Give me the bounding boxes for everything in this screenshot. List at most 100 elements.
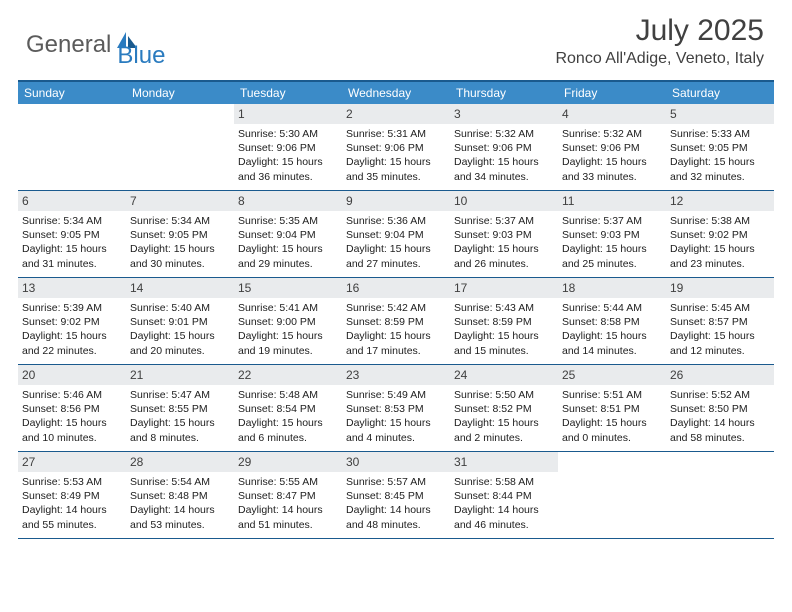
day-number: 1 [234,104,342,124]
daylight-line-2: and 27 minutes. [346,257,446,271]
day-number: 8 [234,191,342,211]
day-number: 17 [450,278,558,298]
sunrise-line: Sunrise: 5:52 AM [670,388,770,402]
sunset-line: Sunset: 8:48 PM [130,489,230,503]
sunset-line: Sunset: 9:06 PM [454,141,554,155]
weeks: ..1Sunrise: 5:30 AMSunset: 9:06 PMDaylig… [18,104,774,539]
day-cell: 26Sunrise: 5:52 AMSunset: 8:50 PMDayligh… [666,365,774,451]
daylight-line-1: Daylight: 15 hours [454,155,554,169]
sunrise-line: Sunrise: 5:51 AM [562,388,662,402]
daylight-line-2: and 25 minutes. [562,257,662,271]
day-number: 24 [450,365,558,385]
sunrise-line: Sunrise: 5:39 AM [22,301,122,315]
day-cell: 22Sunrise: 5:48 AMSunset: 8:54 PMDayligh… [234,365,342,451]
daylight-line-2: and 2 minutes. [454,431,554,445]
sunrise-line: Sunrise: 5:34 AM [22,214,122,228]
day-number: 2 [342,104,450,124]
sunset-line: Sunset: 8:53 PM [346,402,446,416]
daylight-line-1: Daylight: 15 hours [562,416,662,430]
sunset-line: Sunset: 9:03 PM [454,228,554,242]
day-cell: 6Sunrise: 5:34 AMSunset: 9:05 PMDaylight… [18,191,126,277]
daylight-line-1: Daylight: 15 hours [454,242,554,256]
daylight-line-1: Daylight: 15 hours [22,416,122,430]
daylight-line-1: Daylight: 14 hours [670,416,770,430]
sunrise-line: Sunrise: 5:46 AM [22,388,122,402]
day-number: 19 [666,278,774,298]
day-cell: 16Sunrise: 5:42 AMSunset: 8:59 PMDayligh… [342,278,450,364]
sunrise-line: Sunrise: 5:47 AM [130,388,230,402]
sunset-line: Sunset: 8:52 PM [454,402,554,416]
daylight-line-2: and 31 minutes. [22,257,122,271]
day-cell: . [126,104,234,190]
brand-logo: General Blue [26,20,165,70]
brand-general: General [26,31,111,59]
sunrise-line: Sunrise: 5:31 AM [346,127,446,141]
day-number: 20 [18,365,126,385]
daylight-line-2: and 23 minutes. [670,257,770,271]
daylight-line-2: and 51 minutes. [238,518,338,532]
day-number: 25 [558,365,666,385]
day-cell: 14Sunrise: 5:40 AMSunset: 9:01 PMDayligh… [126,278,234,364]
sunset-line: Sunset: 9:04 PM [346,228,446,242]
day-number: 4 [558,104,666,124]
daylight-line-1: Daylight: 15 hours [238,242,338,256]
sunrise-line: Sunrise: 5:48 AM [238,388,338,402]
sunset-line: Sunset: 8:47 PM [238,489,338,503]
sunset-line: Sunset: 8:59 PM [346,315,446,329]
sunset-line: Sunset: 8:55 PM [130,402,230,416]
daylight-line-2: and 26 minutes. [454,257,554,271]
daylight-line-1: Daylight: 14 hours [238,503,338,517]
daylight-line-1: Daylight: 15 hours [346,329,446,343]
sunrise-line: Sunrise: 5:45 AM [670,301,770,315]
day-cell: 17Sunrise: 5:43 AMSunset: 8:59 PMDayligh… [450,278,558,364]
day-cell: 15Sunrise: 5:41 AMSunset: 9:00 PMDayligh… [234,278,342,364]
sunrise-line: Sunrise: 5:43 AM [454,301,554,315]
day-cell: 30Sunrise: 5:57 AMSunset: 8:45 PMDayligh… [342,452,450,538]
day-cell: 21Sunrise: 5:47 AMSunset: 8:55 PMDayligh… [126,365,234,451]
sunrise-line: Sunrise: 5:33 AM [670,127,770,141]
day-cell: . [666,452,774,538]
daylight-line-1: Daylight: 15 hours [670,155,770,169]
sunset-line: Sunset: 8:45 PM [346,489,446,503]
daylight-line-1: Daylight: 15 hours [670,329,770,343]
day-cell: 7Sunrise: 5:34 AMSunset: 9:05 PMDaylight… [126,191,234,277]
day-cell: 25Sunrise: 5:51 AMSunset: 8:51 PMDayligh… [558,365,666,451]
sunrise-line: Sunrise: 5:36 AM [346,214,446,228]
sunrise-line: Sunrise: 5:34 AM [130,214,230,228]
day-cell: 28Sunrise: 5:54 AMSunset: 8:48 PMDayligh… [126,452,234,538]
sunrise-line: Sunrise: 5:44 AM [562,301,662,315]
sunset-line: Sunset: 9:00 PM [238,315,338,329]
day-number: 31 [450,452,558,472]
daylight-line-1: Daylight: 14 hours [454,503,554,517]
daylight-line-2: and 33 minutes. [562,170,662,184]
day-cell: 20Sunrise: 5:46 AMSunset: 8:56 PMDayligh… [18,365,126,451]
daylight-line-1: Daylight: 15 hours [346,155,446,169]
day-cell: 1Sunrise: 5:30 AMSunset: 9:06 PMDaylight… [234,104,342,190]
daylight-line-1: Daylight: 15 hours [454,416,554,430]
header: General Blue July 2025 Ronco All'Adige, … [0,0,792,74]
sunrise-line: Sunrise: 5:37 AM [454,214,554,228]
day-cell: 3Sunrise: 5:32 AMSunset: 9:06 PMDaylight… [450,104,558,190]
weekday-header: SundayMondayTuesdayWednesdayThursdayFrid… [18,82,774,104]
week-row: ..1Sunrise: 5:30 AMSunset: 9:06 PMDaylig… [18,104,774,191]
daylight-line-1: Daylight: 15 hours [454,329,554,343]
sunset-line: Sunset: 8:57 PM [670,315,770,329]
daylight-line-2: and 20 minutes. [130,344,230,358]
day-cell: 31Sunrise: 5:58 AMSunset: 8:44 PMDayligh… [450,452,558,538]
sunset-line: Sunset: 9:02 PM [22,315,122,329]
day-number: 10 [450,191,558,211]
sunrise-line: Sunrise: 5:57 AM [346,475,446,489]
daylight-line-2: and 48 minutes. [346,518,446,532]
daylight-line-2: and 19 minutes. [238,344,338,358]
week-row: 13Sunrise: 5:39 AMSunset: 9:02 PMDayligh… [18,278,774,365]
day-number: 27 [18,452,126,472]
sunset-line: Sunset: 9:05 PM [670,141,770,155]
daylight-line-2: and 46 minutes. [454,518,554,532]
sunset-line: Sunset: 9:06 PM [238,141,338,155]
daylight-line-2: and 14 minutes. [562,344,662,358]
day-cell: 27Sunrise: 5:53 AMSunset: 8:49 PMDayligh… [18,452,126,538]
sunset-line: Sunset: 9:04 PM [238,228,338,242]
daylight-line-2: and 55 minutes. [22,518,122,532]
day-number: 21 [126,365,234,385]
sunset-line: Sunset: 8:49 PM [22,489,122,503]
